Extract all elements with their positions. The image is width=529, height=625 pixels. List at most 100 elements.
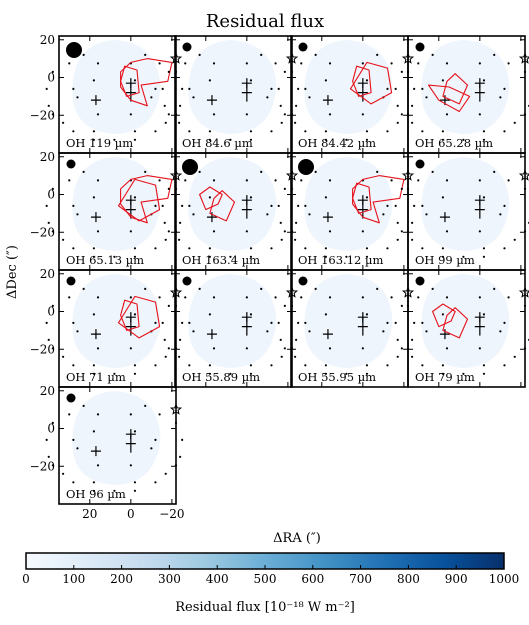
panel-label: OH 84.42 µm: [298, 136, 376, 150]
raster-dot: [295, 338, 298, 341]
panel-label: OH 65.13 µm: [66, 253, 144, 267]
raster-dot: [294, 238, 297, 241]
panel: 20 0 −20 OH 119 µm: [30, 33, 184, 154]
raster-dot: [249, 364, 253, 367]
raster-dot: [493, 287, 496, 290]
raster-dot: [280, 355, 283, 358]
raster-dot: [462, 138, 465, 141]
panel-label: OH 99 µm: [415, 253, 475, 267]
raster-dot: [184, 179, 187, 182]
source-cross: [125, 200, 136, 219]
panel-label: OH 65.28 µm: [415, 136, 493, 150]
raster-dot: [365, 196, 369, 199]
raster-dot: [503, 364, 506, 367]
raster-dot: [266, 213, 269, 216]
raster-dot: [68, 296, 71, 299]
raster-dot: [277, 204, 280, 207]
raster-dot: [361, 230, 364, 233]
raster-dot: [212, 113, 216, 116]
raster-dot: [178, 238, 181, 241]
raster-dot: [324, 364, 327, 367]
raster-dot: [478, 179, 481, 182]
beam-marker: [415, 159, 425, 169]
raster-dot: [229, 138, 232, 141]
raster-dot: [208, 313, 211, 316]
raster-dot: [297, 87, 300, 90]
raster-dot: [133, 372, 137, 375]
contour-line: [442, 73, 469, 105]
raster-dot: [51, 347, 54, 350]
source-cross: [125, 317, 136, 336]
colorbar-tick-label: 400: [206, 572, 229, 586]
raster-dot: [62, 121, 65, 124]
beam-marker: [66, 393, 76, 403]
source-cross: [439, 212, 450, 223]
raster-dot: [482, 313, 486, 316]
raster-dot: [400, 70, 403, 73]
raster-dot: [51, 230, 54, 233]
raster-dot: [96, 230, 100, 233]
raster-dot: [184, 296, 187, 299]
raster-dot: [499, 213, 502, 216]
source-cross: [90, 95, 101, 106]
beam-marker: [66, 159, 76, 169]
raster-dot: [304, 364, 307, 367]
source-cross: [90, 446, 101, 457]
raster-dot: [308, 213, 311, 216]
raster-dot: [482, 247, 486, 250]
raster-dot: [411, 338, 414, 341]
raster-dot: [154, 321, 157, 324]
footprint-map: [421, 39, 510, 134]
y-tick-label: −20: [30, 108, 55, 122]
raster-dot: [345, 372, 348, 375]
source-cross: [241, 200, 252, 219]
raster-dot: [92, 489, 95, 492]
raster-dot: [376, 53, 379, 56]
raster-dot: [212, 347, 216, 350]
footprint-map: [304, 273, 393, 368]
panel-label: OH 55.89 µm: [182, 370, 260, 384]
raster-dot: [129, 230, 132, 233]
contour-group: [349, 61, 393, 105]
raster-dot: [277, 87, 280, 90]
raster-dot: [154, 87, 157, 90]
raster-dot: [158, 179, 161, 182]
y-tick-label: −20: [30, 225, 55, 239]
raster-dot: [164, 238, 167, 241]
raster-dot: [270, 364, 273, 367]
raster-dot: [92, 372, 95, 375]
beam-marker: [182, 276, 192, 286]
raster-dot: [92, 79, 95, 82]
raster-dot: [314, 170, 317, 173]
panel: OH 55.89 µm: [161, 269, 300, 388]
raster-dot: [411, 221, 414, 224]
raster-dot: [72, 438, 75, 441]
raster-dot: [45, 204, 48, 207]
raster-dot: [400, 113, 403, 116]
raster-dot: [300, 296, 303, 299]
raster-dot: [249, 255, 253, 258]
contour-line: [442, 307, 469, 339]
raster-dot: [179, 104, 182, 107]
raster-dot: [445, 113, 449, 116]
raster-dot: [178, 121, 181, 124]
panel-grid: 20 0 −20 OH 119 µm OH 84.6 µm OH 84.42 µm OH 6…: [30, 33, 529, 521]
raster-dot: [396, 338, 399, 341]
raster-dot: [154, 481, 157, 484]
raster-dot: [192, 96, 195, 99]
y-tick-label: 20: [40, 150, 55, 164]
raster-dot: [361, 347, 364, 350]
raster-dot: [324, 313, 327, 316]
colorbar-tick-label: 0: [22, 572, 30, 586]
panel: 20 0 −20 20 0 −20 OH 96 µm: [30, 384, 185, 521]
raster-dot: [229, 372, 232, 375]
panel: 20 0 −20 OH 65.13 µm: [30, 150, 184, 271]
raster-dot: [304, 130, 307, 133]
raster-dot: [283, 113, 286, 116]
source-cross: [241, 317, 252, 336]
raster-dot: [390, 62, 393, 65]
raster-dot: [158, 62, 161, 65]
raster-dot: [133, 313, 137, 316]
raster-dot: [413, 87, 416, 90]
raster-dot: [478, 347, 481, 350]
